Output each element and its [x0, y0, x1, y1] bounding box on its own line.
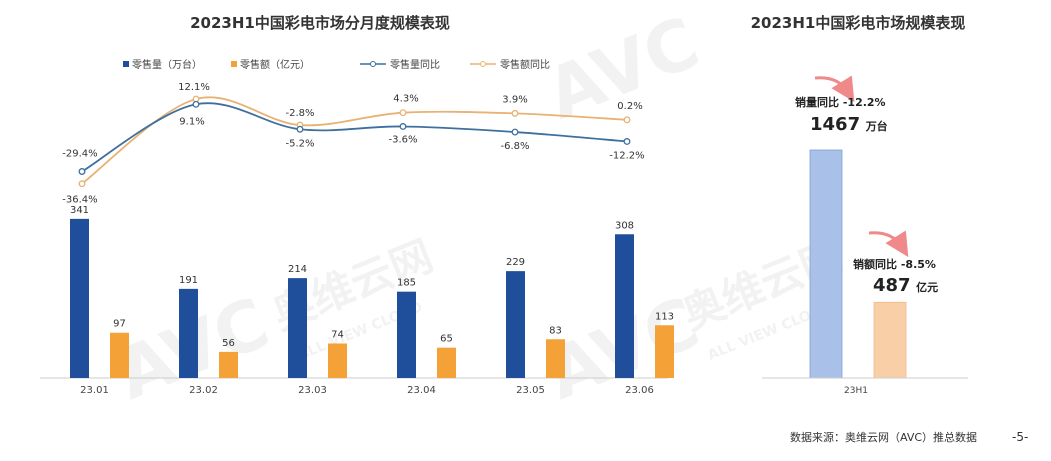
bar-volume-23.03 — [288, 278, 307, 378]
point-value-yoy-23.06 — [623, 116, 631, 124]
x-tick-23.02: 23.02 — [189, 385, 218, 396]
left-legend: 零售量（万台） 零售额（亿元） 零售量同比 零售额同比 — [123, 58, 550, 71]
x-tick-23.04: 23.04 — [407, 385, 436, 396]
arrow-value — [868, 230, 909, 258]
arrow-volume — [814, 75, 855, 103]
label-volume-yoy-23.01: -29.4% — [62, 148, 97, 159]
bar-volume-23.06 — [615, 234, 634, 378]
right-x-tick: 23H1 — [844, 386, 868, 396]
point-volume-yoy-23.01 — [78, 168, 86, 175]
right-chart-title: 2023H1中国彩电市场规模表现 — [751, 14, 966, 32]
label-volume-yoy-23.05: -6.8% — [500, 141, 529, 152]
point-volume-yoy-23.04 — [399, 123, 407, 130]
bar-volume-23.05 — [506, 271, 525, 378]
point-volume-yoy-23.02 — [192, 100, 200, 108]
label-value-yoy-23.05: 3.9% — [502, 94, 527, 105]
x-tick-23.05: 23.05 — [516, 385, 545, 396]
point-volume-yoy-23.05 — [511, 128, 519, 136]
bar-value-23.03 — [328, 343, 347, 378]
bar-volume-23.01 — [70, 218, 89, 378]
data-label-value-23.02: 56 — [222, 338, 235, 349]
point-value-yoy-23.04 — [399, 109, 407, 117]
label-volume-yoy-23.03: -5.2% — [285, 138, 314, 149]
label-volume-yoy-23.02: 9.1% — [179, 116, 204, 127]
x-tick-23.01: 23.01 — [80, 385, 109, 396]
legend-marker-value-yoy — [480, 61, 486, 67]
line-value-yoy — [81, 96, 628, 185]
x-tick-23.03: 23.03 — [298, 385, 327, 396]
x-tick-23.06: 23.06 — [625, 385, 654, 396]
data-label-value-23.01: 97 — [113, 319, 126, 330]
data-label-volume-23.06: 308 — [615, 220, 634, 231]
label-value-yoy-23.02: 12.1% — [178, 82, 210, 93]
legend-marker-volume-yoy — [370, 61, 376, 67]
bar-value-23.05 — [546, 339, 565, 378]
data-label-volume-23.03: 214 — [288, 264, 307, 275]
label-value-yoy-23.01: -36.4% — [62, 195, 97, 206]
label-volume-yoy-23.06: -12.2% — [609, 150, 644, 161]
bar-value-23.06 — [655, 325, 674, 378]
label-value-yoy-23.03: -2.8% — [285, 108, 314, 119]
data-label-volume-23.01: 341 — [70, 205, 89, 216]
left-chart-title: 2023H1中国彩电市场分月度规模表现 — [190, 14, 450, 32]
legend-swatch-value — [231, 61, 237, 67]
data-label-value-23.04: 65 — [440, 334, 453, 345]
bar-total-volume — [809, 149, 843, 379]
data-label-volume-23.02: 191 — [179, 275, 198, 286]
data-label-value-23.05: 83 — [549, 325, 562, 336]
legend-label-volume: 零售量（万台） — [132, 58, 202, 71]
label-value-yoy-23.04: 4.3% — [393, 94, 418, 105]
data-label-value-23.03: 74 — [331, 329, 344, 340]
volume-yoy-label: 销量同比 -12.2% — [795, 95, 886, 109]
data-label-volume-23.04: 185 — [397, 278, 416, 289]
line-volume-yoy — [81, 102, 628, 173]
bar-volume-23.02 — [179, 288, 198, 378]
point-volume-yoy-23.06 — [623, 138, 631, 145]
bar-value-23.01 — [110, 332, 129, 378]
legend-label-value: 零售额（亿元） — [240, 58, 310, 71]
bar-value-23.02 — [219, 351, 238, 378]
data-label-volume-23.05: 229 — [506, 257, 525, 268]
value-yoy-label: 销额同比 -8.5% — [853, 257, 936, 271]
page-number: -5- — [1012, 430, 1028, 444]
data-label-value-23.06: 113 — [655, 311, 674, 322]
value-total-label: 487 亿元 — [873, 275, 938, 296]
bar-volume-23.04 — [397, 291, 416, 378]
legend-swatch-volume — [123, 61, 129, 67]
label-volume-yoy-23.04: -3.6% — [388, 134, 417, 145]
point-value-yoy-23.05 — [511, 109, 519, 117]
bar-value-23.04 — [437, 347, 456, 378]
bar-total-value — [873, 301, 907, 379]
volume-total-label: 1467 万台 — [810, 114, 888, 135]
legend-label-volume-yoy: 零售量同比 — [390, 58, 440, 71]
point-volume-yoy-23.03 — [296, 125, 304, 133]
label-value-yoy-23.06: 0.2% — [617, 101, 642, 112]
source-note: 数据来源：奥维云网（AVC）推总数据 — [790, 430, 977, 444]
point-value-yoy-23.01 — [78, 180, 86, 188]
legend-label-value-yoy: 零售额同比 — [500, 58, 550, 71]
